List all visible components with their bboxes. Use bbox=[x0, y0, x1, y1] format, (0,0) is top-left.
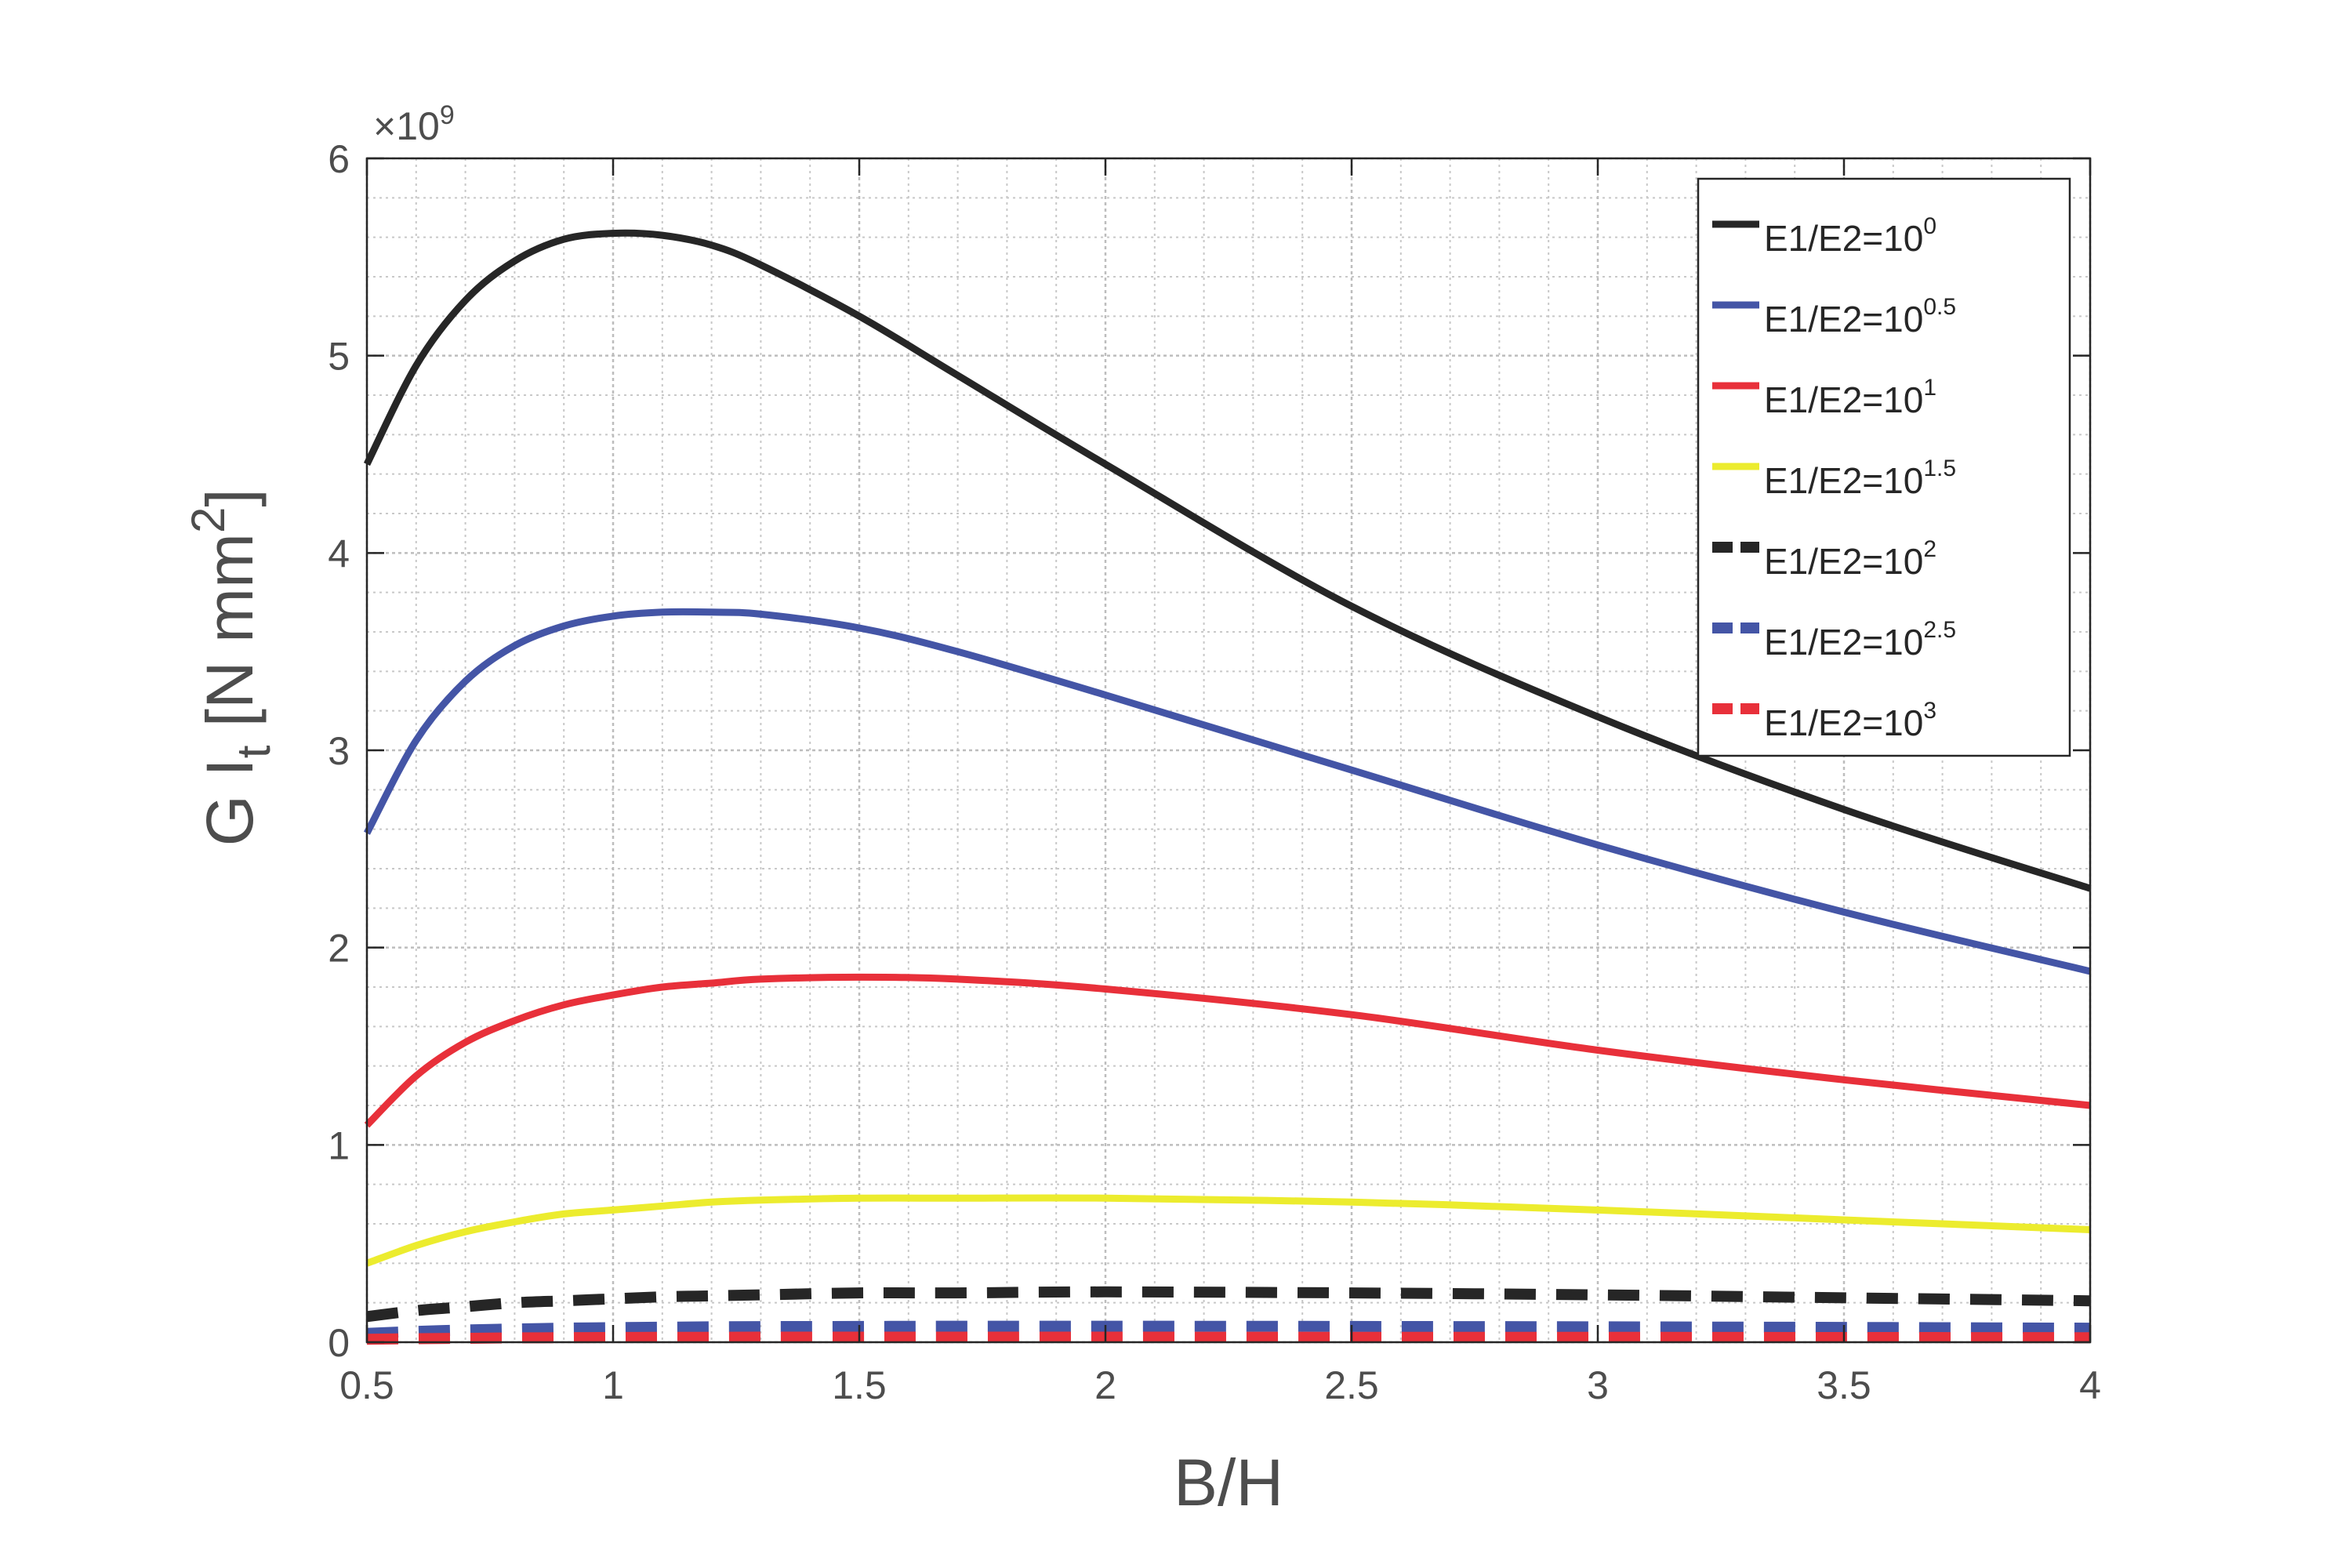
legend-entry-exponent: 2.5 bbox=[1923, 617, 1956, 643]
legend-entry-name: E1/E2=10 bbox=[1764, 622, 1923, 662]
x-tick-label: 2 bbox=[1094, 1363, 1116, 1407]
legend-entry-exponent: 1 bbox=[1923, 375, 1936, 401]
legend-entry-name: E1/E2=10 bbox=[1764, 702, 1923, 743]
x-axis-label: B/H bbox=[1174, 1446, 1283, 1519]
x-tick-label: 4 bbox=[2079, 1363, 2101, 1407]
y-tick-label: 0 bbox=[328, 1321, 350, 1365]
y-tick-label: 6 bbox=[328, 137, 350, 181]
y-axis-label-main: G I bbox=[193, 758, 267, 846]
y-axis-label-units-superscript: 2 bbox=[182, 507, 234, 533]
x-tick-label: 3.5 bbox=[1817, 1363, 1871, 1407]
legend-entry-exponent: 1.5 bbox=[1923, 456, 1956, 481]
y-axis-exponent: ×109 bbox=[373, 100, 455, 148]
legend-entry-name: E1/E2=10 bbox=[1764, 299, 1923, 339]
y-axis-label-units: [N mm bbox=[193, 533, 267, 746]
y-axis-exponent-power: 9 bbox=[440, 100, 455, 130]
series-line-1 bbox=[363, 229, 2092, 892]
y-axis-label: G It [N mm2] bbox=[182, 488, 280, 846]
legend-entry-name: E1/E2=10 bbox=[1764, 379, 1923, 420]
legend-entry-4: E1/E2=101.5 bbox=[1764, 456, 1956, 501]
x-tick-label: 3 bbox=[1587, 1363, 1609, 1407]
series-line-6 bbox=[366, 1320, 2091, 1339]
y-axis-exponent-prefix: ×10 bbox=[373, 104, 440, 148]
series-line-7 bbox=[366, 1331, 2091, 1345]
series-line-3 bbox=[364, 973, 2091, 1128]
y-tick-label: 5 bbox=[328, 335, 350, 379]
legend-entry-3: E1/E2=101 bbox=[1764, 375, 1936, 420]
series-line-5 bbox=[366, 1286, 2091, 1323]
legend-entry-name: E1/E2=10 bbox=[1764, 460, 1923, 501]
legend-entry-name: E1/E2=10 bbox=[1764, 218, 1923, 259]
y-tick-label: 3 bbox=[328, 729, 350, 773]
legend-entry-exponent: 2 bbox=[1923, 536, 1936, 562]
y-tick-label: 2 bbox=[328, 927, 350, 971]
y-axis-label-subscript: t bbox=[227, 745, 280, 758]
x-tick-label: 0.5 bbox=[339, 1363, 394, 1407]
legend-entry-exponent: 0.5 bbox=[1923, 294, 1956, 320]
series-line-2 bbox=[364, 608, 2092, 975]
legend-entry-name: E1/E2=10 bbox=[1764, 541, 1923, 582]
legend: E1/E2=100E1/E2=100.5E1/E2=101E1/E2=101.5… bbox=[1697, 177, 2071, 757]
x-tick-label: 1.5 bbox=[832, 1363, 887, 1407]
x-tick-label: 1 bbox=[602, 1363, 624, 1407]
legend-entry-1: E1/E2=100 bbox=[1764, 213, 1936, 259]
y-tick-label: 4 bbox=[328, 532, 350, 575]
y-tick-label: 1 bbox=[328, 1123, 350, 1167]
legend-box bbox=[1697, 177, 2071, 757]
legend-entry-exponent: 0 bbox=[1923, 213, 1936, 239]
legend-entry-exponent: 3 bbox=[1923, 698, 1936, 724]
legend-entry-7: E1/E2=103 bbox=[1764, 698, 1936, 743]
legend-entry-2: E1/E2=100.5 bbox=[1764, 294, 1956, 339]
y-axis-label-units-close: ] bbox=[193, 488, 267, 506]
axes bbox=[365, 157, 2092, 1344]
tick-labels: 0.5 1 1.5 2 2.5 3 3.5 4 0 1 2 3 4 5 6 bbox=[328, 137, 2101, 1407]
legend-entry-5: E1/E2=102 bbox=[1764, 536, 1936, 582]
series-line-4 bbox=[365, 1194, 2091, 1267]
series-layer bbox=[363, 229, 2092, 1345]
legend-entry-6: E1/E2=102.5 bbox=[1764, 617, 1956, 662]
x-tick-label: 2.5 bbox=[1324, 1363, 1379, 1407]
